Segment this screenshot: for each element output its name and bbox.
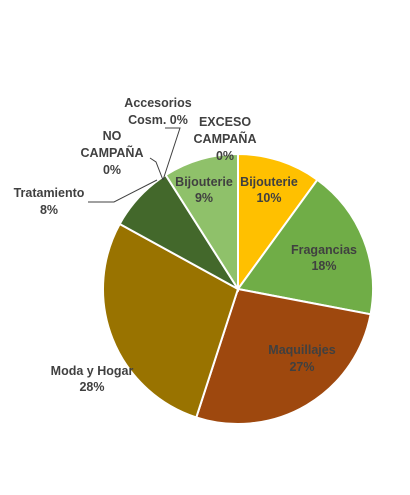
leader-line-2 [162,127,181,181]
data-label-fragancias-1: Fragancias 18% [291,243,357,273]
data-label-bijouterie-8: Bijouterie 9% [175,175,233,205]
pie-slice-moda-y-hogar-3 [102,222,240,419]
leader-line-0 [88,179,158,203]
pie-slices [102,152,374,425]
data-label-tratamiento-4: Tratamiento 8% [14,186,85,217]
data-label-exceso-campaña-7: EXCESO CAMPAÑA 0% [194,115,257,163]
data-label-bijouterie-0: Bijouterie 10% [240,175,298,205]
leader-line-1 [149,157,164,181]
pie-slice-bijouterie-8 [164,152,239,293]
data-label-maquillajes-2: Maquillajes 27% [268,343,335,374]
data-labels: Bijouterie 10% Fragancias 18% Maquillajes 27%… [14,96,357,394]
pie-slice-bijouterie-0 [237,152,319,293]
data-label-no-campaña-5: NO CAMPAÑA 0% [81,129,144,177]
data-label-moda-y-hogar-3: Moda y Hogar 28% [51,364,134,394]
data-label-accesorios-cosm--6: Accesorios Cosm. 0% [124,96,191,127]
pie-slice-maquillajes-2 [195,287,372,425]
leader-lines [88,127,181,203]
pie-slice-fragancias-1 [236,178,374,316]
